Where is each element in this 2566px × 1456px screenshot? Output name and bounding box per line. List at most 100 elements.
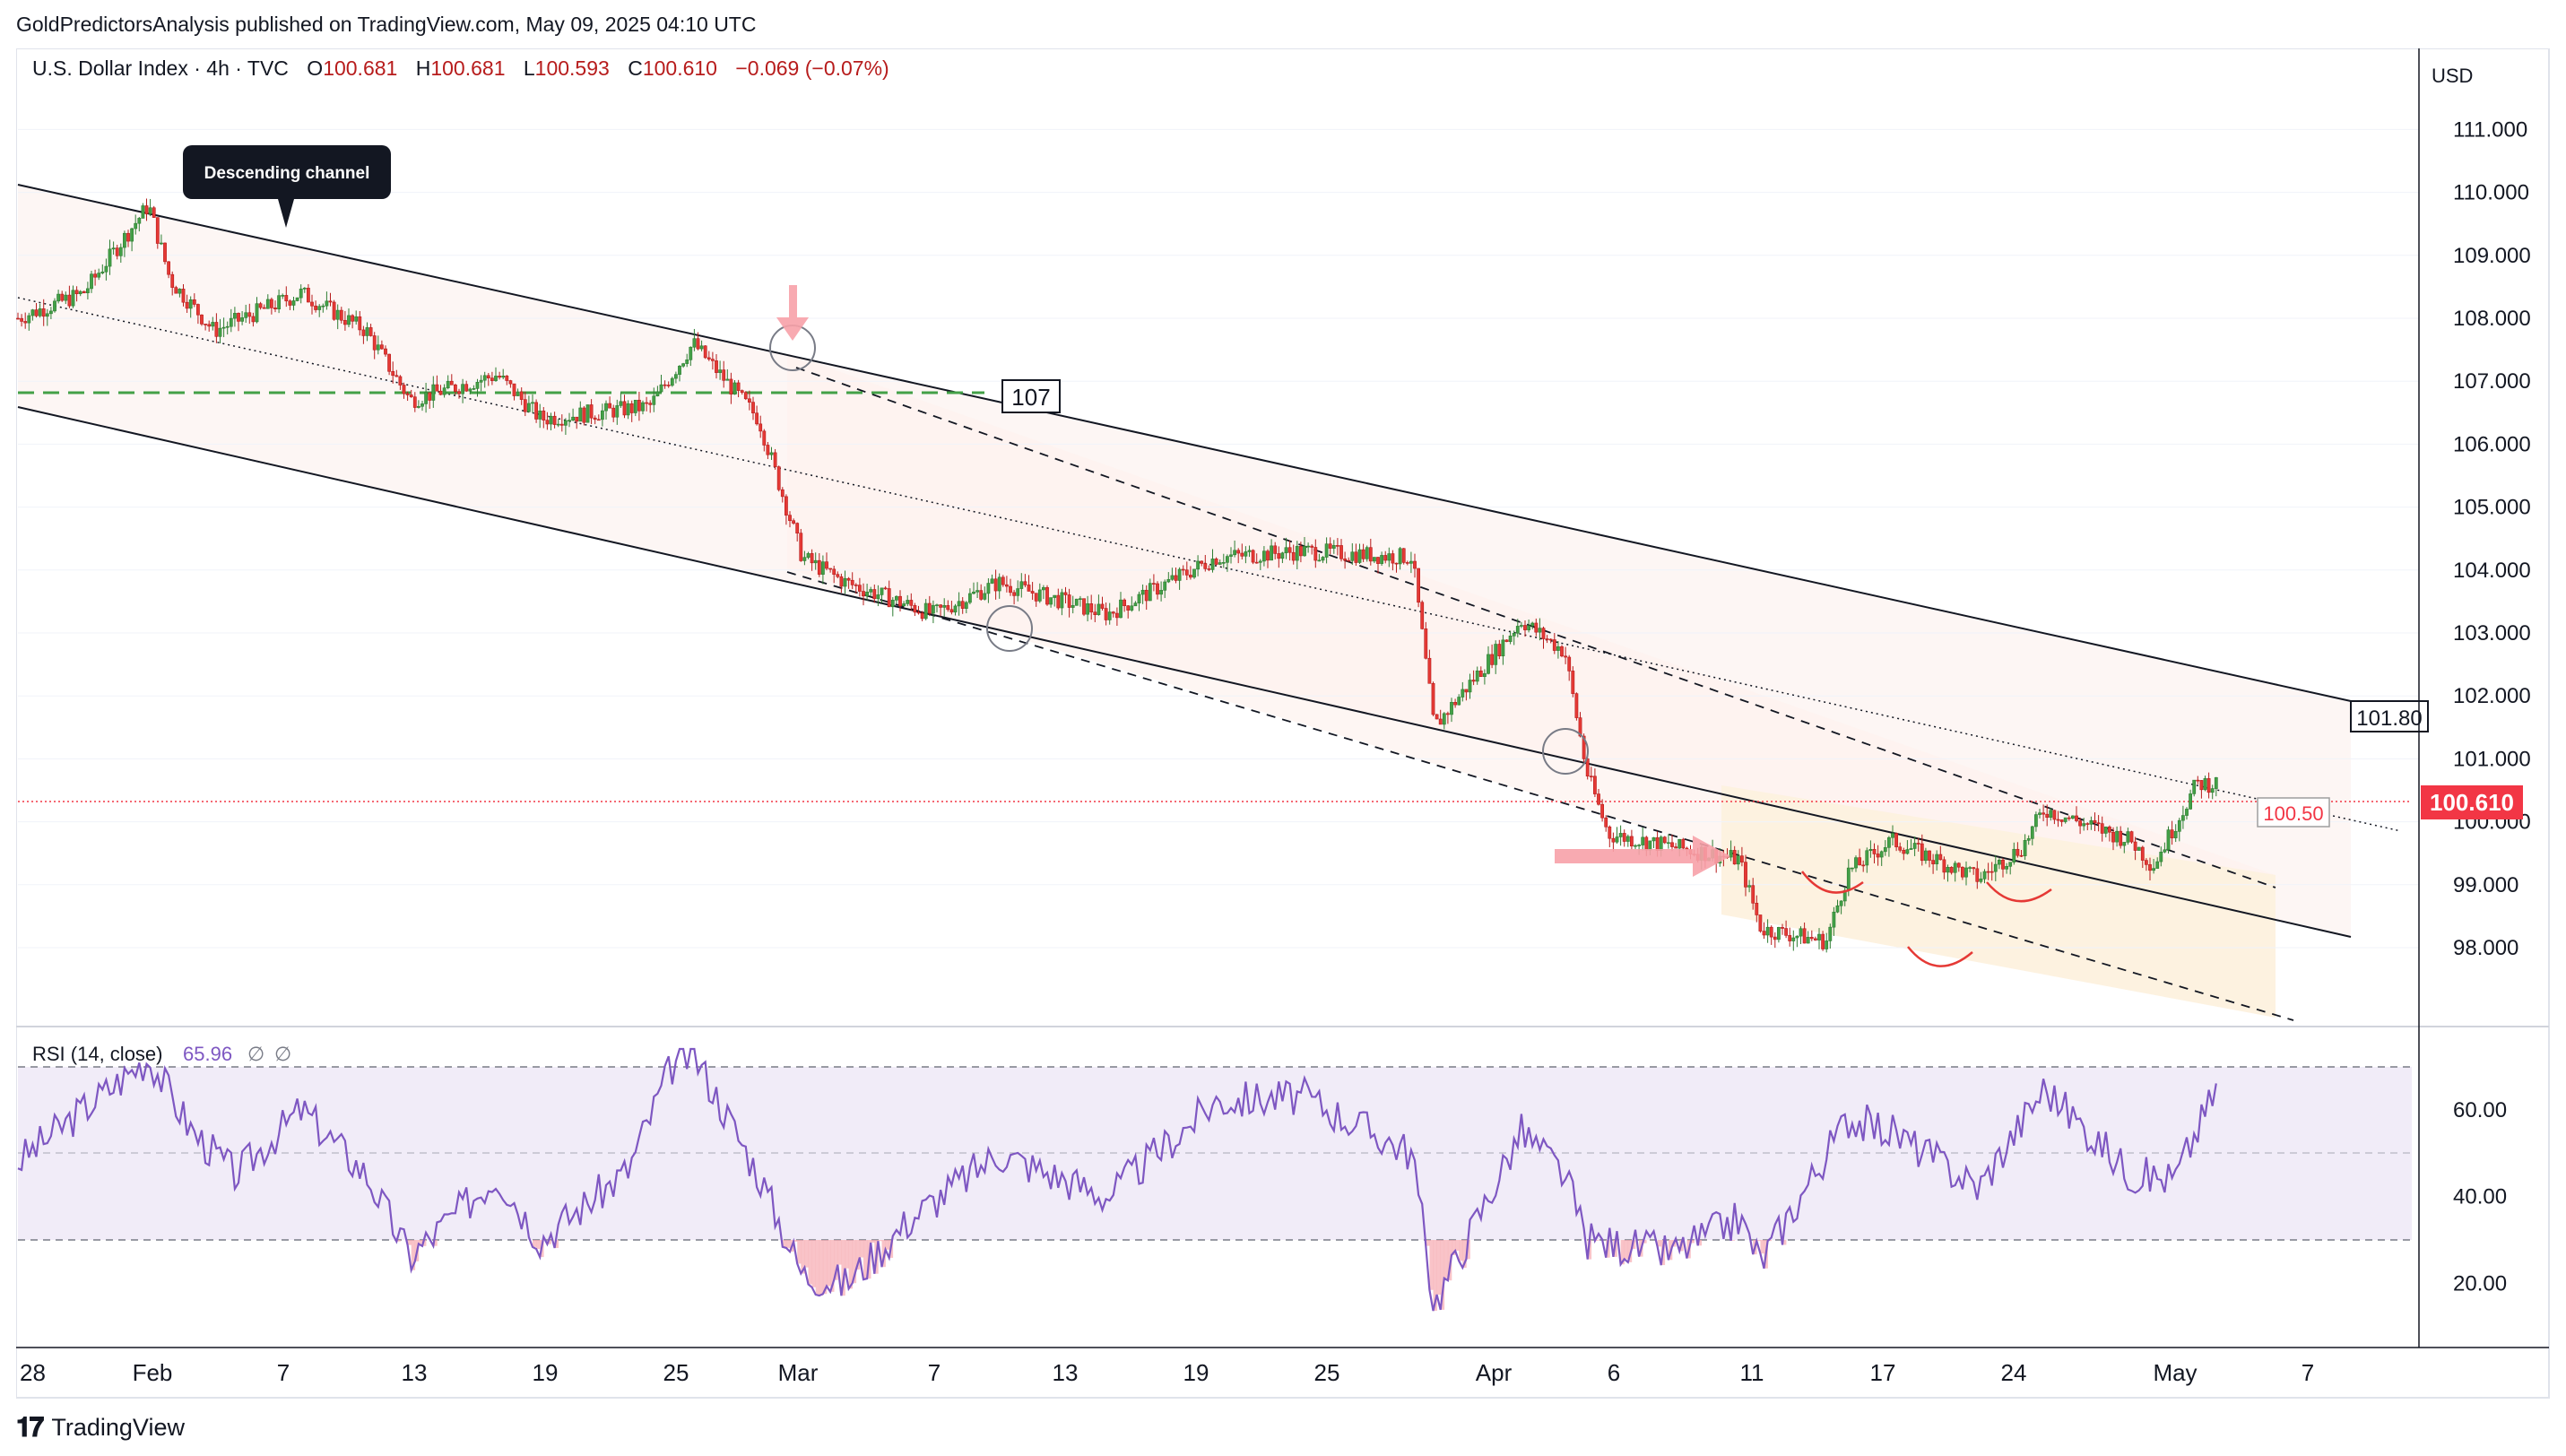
candle-body <box>1747 885 1752 888</box>
candle-body <box>780 489 785 498</box>
touch-circle-mid <box>986 605 1033 652</box>
candle-body <box>269 299 273 308</box>
candle-body <box>453 384 457 392</box>
price-grid <box>18 128 2419 949</box>
candle-body <box>766 445 770 455</box>
candle-body <box>923 602 928 620</box>
candle-body <box>2108 826 2111 833</box>
candle-body <box>2019 854 2024 857</box>
candle-body <box>1972 867 1976 870</box>
time-axis[interactable]: 28 Feb 7 13 19 25 Mar 7 13 19 25 Apr 6 11 17 24 May 7 <box>16 1347 2549 1386</box>
candle-body <box>48 310 53 315</box>
candle-body <box>604 403 608 412</box>
candle-body <box>233 313 237 319</box>
candle-body <box>97 273 101 278</box>
candle-body <box>552 415 557 425</box>
rsi-oversold-segment <box>1594 1240 1599 1241</box>
channel-upper-line[interactable] <box>17 184 2352 702</box>
price-axis[interactable]: USD 98.00099.000100.000101.000102.000103… <box>2418 48 2531 1348</box>
candle-body <box>964 602 968 609</box>
candle-body <box>1350 551 1355 561</box>
candle-body <box>880 587 884 595</box>
inner-upper-dashed-line[interactable] <box>795 367 2276 888</box>
candle-body <box>836 574 840 577</box>
candle-body <box>178 289 182 294</box>
candle-body <box>1317 559 1322 562</box>
symbol-legend[interactable]: U.S. Dollar Index · 4h · TVC O100.681 H1… <box>32 56 889 80</box>
candle-body <box>883 587 888 590</box>
candle-body <box>1383 555 1388 561</box>
rsi-oversold-segment <box>418 1240 423 1244</box>
candle-body <box>1548 638 1553 641</box>
candle-body <box>328 300 333 303</box>
candle-body <box>339 309 343 321</box>
candle-body <box>1894 833 1899 847</box>
candle-body <box>1622 833 1626 842</box>
candle-body <box>1074 598 1079 606</box>
candle-body <box>2075 815 2078 821</box>
candle-body <box>2166 829 2171 851</box>
candle-body <box>1483 672 1487 677</box>
candle-body <box>1487 654 1490 674</box>
candle-body <box>1625 836 1630 842</box>
candle-body <box>1891 833 1894 838</box>
candle-body <box>1468 680 1472 693</box>
candle-body <box>1266 550 1270 561</box>
candle-body <box>993 578 998 592</box>
candle-body <box>1788 935 1792 941</box>
rsi-oversold-segment <box>1443 1240 1449 1278</box>
candle-body <box>1313 547 1318 561</box>
candle-body <box>1299 546 1303 557</box>
rsi-pane[interactable]: RSI (14, close) 65.96 ∅ ∅ <box>17 1043 2412 1312</box>
rsi-line[interactable] <box>17 1047 2217 1312</box>
candle-body <box>1446 713 1450 715</box>
channel-midline[interactable] <box>17 297 2402 832</box>
rsi-label: RSI (14, close) <box>32 1043 163 1065</box>
candle-body <box>2152 868 2156 871</box>
tradingview-logo[interactable]: 𝟏𝟕 TradingView <box>16 1411 185 1443</box>
rsi-oversold-segment <box>801 1240 805 1274</box>
rsi-oversold-segment <box>1455 1240 1460 1251</box>
level-100-50-label: 100.50 <box>2263 802 2323 825</box>
candle-body <box>1497 644 1502 656</box>
candle-body <box>1130 605 1134 611</box>
inner-lower-dashed-line[interactable] <box>786 571 2294 1021</box>
candle-body <box>1677 838 1682 849</box>
candle-body <box>1471 680 1476 682</box>
candle-body <box>82 290 86 293</box>
level-101-80-box[interactable]: 101.80 <box>2350 700 2429 732</box>
shoulder-arc-right <box>1986 881 2052 903</box>
channel-lower-line[interactable] <box>17 406 2352 938</box>
candle-body <box>1140 589 1145 595</box>
last-price-tag[interactable]: 100.610 <box>2421 785 2523 819</box>
candle-body <box>2185 809 2189 816</box>
candle-body <box>1791 937 1796 941</box>
candle-body <box>2133 841 2137 851</box>
candle-body <box>1354 551 1358 563</box>
candle-body <box>799 533 803 561</box>
level-107-box[interactable]: 107 <box>1001 379 1061 413</box>
candle-body <box>412 396 417 408</box>
candle-body <box>1427 657 1432 684</box>
candle-body <box>1343 558 1348 561</box>
price-pane[interactable]: Descending channel 107 101.80 100.50 <box>16 128 2429 1021</box>
descending-channel-callout[interactable]: Descending channel <box>183 145 391 228</box>
candle-body <box>1968 867 1972 869</box>
rsi-oversold-segment <box>811 1240 816 1287</box>
candle-body <box>2126 831 2130 843</box>
publish-attribution: GoldPredictorsAnalysis published on Trad… <box>16 13 757 36</box>
candle-body <box>16 317 20 320</box>
candle-body <box>402 385 406 394</box>
candle-body <box>1328 543 1332 549</box>
candle-body <box>1100 603 1105 609</box>
candle-body <box>2214 776 2218 789</box>
candle-body <box>1170 575 1175 580</box>
candle-body <box>2045 813 2050 818</box>
candle-body <box>170 273 175 288</box>
candle-body <box>542 411 546 420</box>
candle-body <box>78 290 82 295</box>
level-100-50-box[interactable]: 100.50 <box>2257 797 2330 828</box>
candle-body <box>1097 603 1101 615</box>
candle-body <box>825 561 828 569</box>
chart-canvas[interactable]: Descending channel 107 101.80 100.50 RSI… <box>15 48 2550 1399</box>
